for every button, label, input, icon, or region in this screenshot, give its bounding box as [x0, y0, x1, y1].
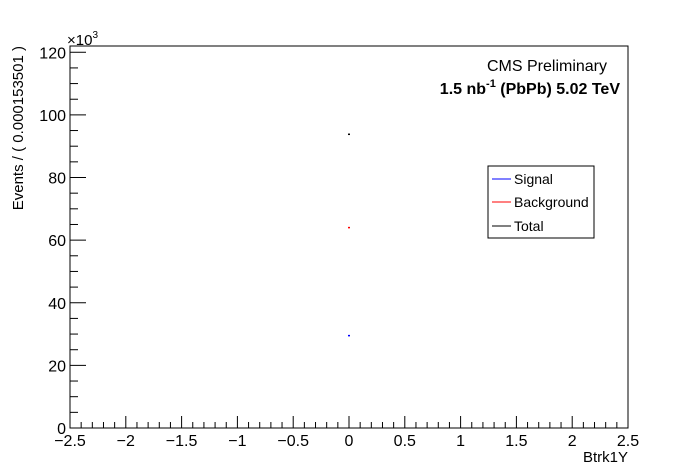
x-axis-title: Btrk1Y	[583, 449, 628, 466]
y-tick-label: 120	[39, 45, 66, 62]
x-tick-label: 1	[456, 433, 465, 450]
legend-label-background: Background	[514, 194, 589, 210]
x-tick-label: 1.5	[505, 433, 527, 450]
y-tick-label: 40	[48, 296, 66, 313]
x-tick-labels: −2.5 −2 −1.5 −1 −0.5 0 0.5 1 1.5 2 2.5	[54, 433, 639, 450]
x-tick-label: −0.5	[277, 433, 309, 450]
y-tick-label: 60	[48, 233, 66, 250]
legend-label-signal: Signal	[514, 171, 553, 187]
data-points	[348, 133, 350, 337]
y-tick-label: 100	[39, 108, 66, 125]
legend: Signal Background Total	[487, 165, 595, 239]
x-tick-label: −1	[228, 433, 246, 450]
cms-label: CMS Preliminary	[487, 58, 607, 75]
luminosity-label: 1.5 nb-1 (PbPb) 5.02 TeV	[440, 78, 621, 98]
y-axis-title: Events / ( 0.000153501 )	[10, 46, 27, 210]
x-tick-label: 0	[345, 433, 354, 450]
y-tick-label: 20	[48, 358, 66, 375]
legend-label-total: Total	[514, 218, 544, 234]
y-multiplier: ×103	[67, 30, 98, 49]
x-tick-label: 2.5	[617, 433, 639, 450]
x-tick-label: −2	[117, 433, 135, 450]
x-tick-label: 0.5	[394, 433, 416, 450]
y-tick-label: 0	[57, 421, 66, 438]
x-tick-label: −1.5	[166, 433, 198, 450]
axis-ticks	[69, 51, 629, 429]
x-tick-label: 2	[568, 433, 577, 450]
y-tick-label: 80	[48, 171, 66, 188]
y-tick-labels: 0 20 40 60 80 100 120	[39, 45, 66, 438]
x-tick-label: −2.5	[54, 433, 86, 450]
